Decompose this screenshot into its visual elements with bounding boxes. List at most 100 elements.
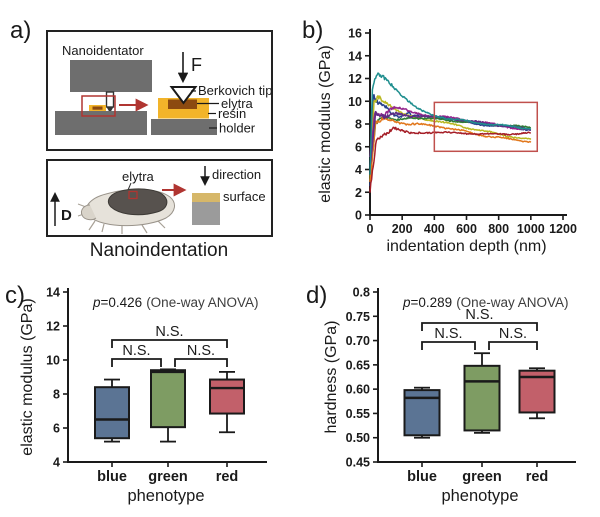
significance-bracket [421,322,538,331]
significance-label: N.S. [499,326,527,342]
berkovich-tip-shape [169,86,198,105]
category-label: red [526,469,549,485]
y-tick-label: 0 [355,209,362,223]
indenter-tip [106,107,114,113]
panel-label: c) [5,282,25,309]
category-label: blue [97,469,127,485]
panel-d-svg: d) 0.45 0.50 0.55 0.60 0.65 0.70 0.75 0.8 blue gre… [306,282,576,505]
curve-orange [369,116,532,183]
y-tick-label: 2 [355,186,362,200]
y-tick-label: 14 [348,49,362,63]
box-blue [94,386,130,440]
x-axis-title: phenotype [441,487,518,505]
category-label: blue [407,469,437,485]
dorsal-axis-label: D [61,207,72,224]
zoom-roi-rect [81,95,116,117]
panel-a-diagram: a) Nanoidentator F Berkovich tip elytra [0,0,300,260]
device-label: Nanoidentator [62,43,144,58]
stat-note: p=0.426 (One-way ANOVA) [92,295,258,310]
stage-block [55,111,147,135]
curve-olive [369,95,532,181]
panel-c-box-plot: c) 4 6 8 10 12 14 blue green red phenotype elastic … [0,260,300,517]
box-green [463,364,501,432]
beetle-elytra-label: elytra [122,169,155,184]
y-tick-label: 12 [348,72,362,86]
box-red [209,378,245,415]
y-tick-label: 0.75 [346,310,370,324]
panel-d-box-plot: d) 0.45 0.50 0.55 0.60 0.65 0.70 0.75 0.8 blue gre… [300,260,600,517]
highlight-region [433,101,539,153]
significance-label: N.S. [465,307,493,323]
panel-a-caption: Nanoindentation [90,240,228,260]
box-green [150,369,186,429]
indenter-head-block [70,60,152,92]
y-tick-label: 8 [355,118,362,132]
y-tick-label: 4 [53,456,60,470]
y-tick-label: 4 [355,163,362,177]
curve-teal [369,72,532,175]
y-axis-title: elastic modulus (GPa) [19,298,36,455]
y-tick-label: 14 [46,286,60,300]
y-tick-label: 0.55 [346,407,370,421]
panel-a-svg: a) Nanoidentator F Berkovich tip elytra [10,17,273,260]
sample-mini-elytra [92,106,103,110]
significance-label: N.S. [187,343,215,359]
y-tick-label: 0.60 [346,383,370,397]
significance-bracket [111,339,228,348]
x-tick-label: 600 [456,222,477,236]
stat-note: p=0.289 (One-way ANOVA) [402,295,568,310]
significance-label: N.S. [434,326,462,342]
y-tick-label: 6 [53,422,60,436]
panel-label: d) [306,282,327,309]
elytra-block [168,99,197,109]
significance-bracket [111,358,162,367]
surface-layer [192,193,220,202]
panel-a-label: a) [10,17,31,44]
category-label: green [148,469,188,485]
y-tick-label: 0.65 [346,358,370,372]
category-label: green [462,469,502,485]
y-tick-label: 16 [348,27,362,41]
direction-label: direction [212,167,261,182]
panel-b-line-chart: b) 0 2 4 6 8 10 12 14 16 0 200 400 600 800 1000 1200 inde… [300,0,600,260]
y-tick-label: 0.45 [346,456,370,470]
surface-substrate [192,202,220,225]
elytra-layer-label: elytra [221,96,254,111]
y-tick-label: 0.8 [353,286,370,300]
y-tick-label: 6 [355,140,362,154]
x-tick-label: 0 [367,222,374,236]
beetle-roi-rect [128,190,138,200]
x-tick-label: 800 [488,222,509,236]
y-tick-label: 0.70 [346,334,370,348]
y-axis-title: elastic modulus (GPa) [317,45,334,202]
y-tick-label: 8 [53,388,60,402]
x-axis-title: indentation depth (nm) [386,238,546,255]
holder-layer-label: holder [219,121,256,136]
curve-darkred [369,126,531,193]
resin-layer-label: resin [218,106,246,121]
significance-bracket [421,341,476,350]
y-tick-label: 0.50 [346,431,370,445]
x-axis-title: phenotype [127,487,204,505]
significance-label: N.S. [122,343,150,359]
y-tick-label: 10 [348,95,362,109]
significance-label: N.S. [155,324,183,340]
x-tick-label: 1200 [549,222,577,236]
significance-bracket [488,341,538,350]
holder-block [151,119,217,135]
panel-c-svg: c) 4 6 8 10 12 14 blue green red phenotype elastic … [5,282,267,505]
indenter-shaft [105,91,115,108]
beetle-illustration [77,188,175,234]
significance-bracket [174,358,228,367]
y-tick-label: 12 [46,320,60,334]
panel-label: b) [302,17,323,44]
force-label: F [191,55,202,75]
panel-b-svg: b) 0 2 4 6 8 10 12 14 16 0 200 400 600 800 1000 1200inde… [302,17,577,255]
x-tick-label: 200 [392,222,413,236]
surface-label: surface [223,189,266,204]
x-tick-label: 400 [424,222,445,236]
category-label: red [216,469,239,485]
x-tick-label: 1000 [517,222,545,236]
y-tick-label: 10 [46,354,60,368]
